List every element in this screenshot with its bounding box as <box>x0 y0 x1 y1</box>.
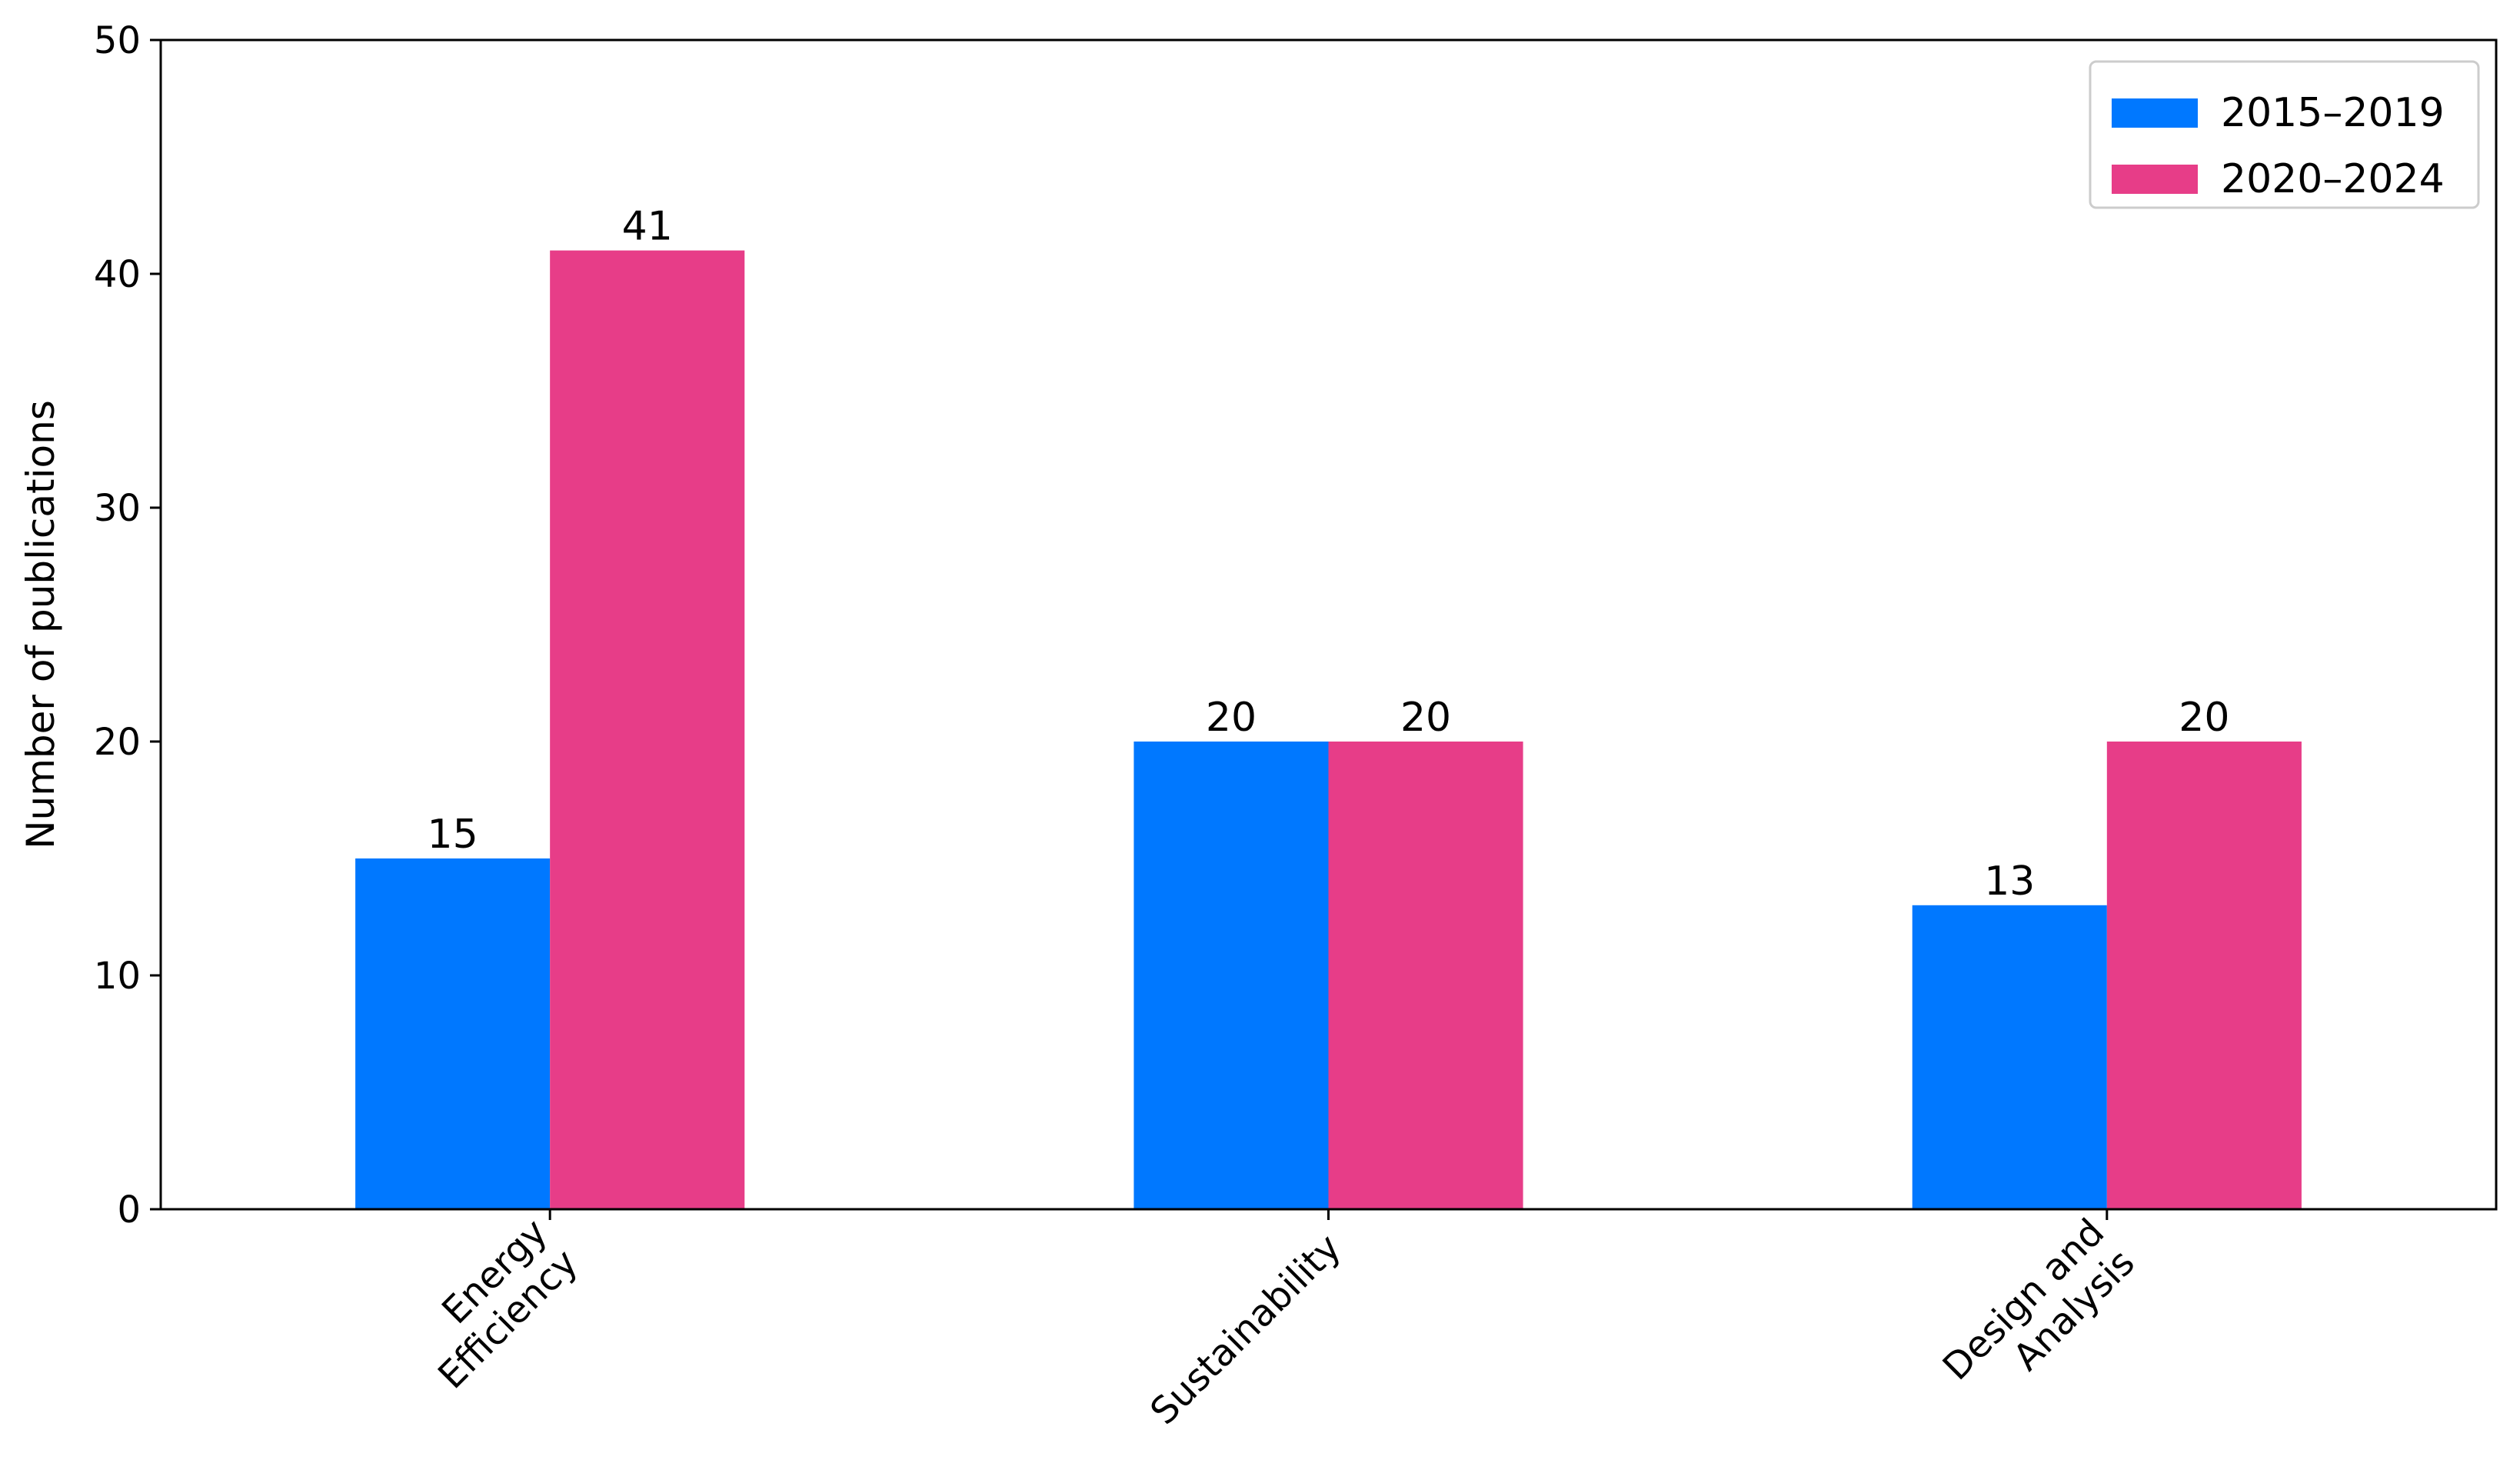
y-tick-label-4: 40 <box>94 253 141 296</box>
y-tick-label-5: 50 <box>94 19 141 62</box>
legend-swatch-0 <box>2112 98 2198 128</box>
y-tick-label-3: 30 <box>94 487 141 530</box>
value-labels-layer: 15 20 13 41 20 20 <box>428 204 2230 905</box>
legend-swatch-1 <box>2112 165 2198 194</box>
bar-s1-c1 <box>1328 742 1523 1209</box>
bar-s0-c0 <box>355 858 551 1209</box>
value-label-s1-c1: 20 <box>1400 695 1451 741</box>
bars-layer <box>355 250 2302 1210</box>
bar-s0-c2 <box>1912 905 2107 1209</box>
legend: 2015–2019 2020–2024 <box>2089 60 2480 209</box>
bar-s1-c2 <box>2106 742 2302 1209</box>
y-tick-label-0: 0 <box>117 1188 141 1232</box>
y-tick-label-2: 20 <box>94 721 141 764</box>
y-axis-label: Number of publications <box>18 400 63 849</box>
bar-s0-c1 <box>1134 742 1329 1209</box>
legend-label-0: 2015–2019 <box>2221 90 2445 136</box>
value-label-s0-c2: 13 <box>1984 858 2035 905</box>
bar-s1-c0 <box>550 250 745 1210</box>
legend-label-1: 2020–2024 <box>2221 156 2445 202</box>
value-label-s1-c2: 20 <box>2179 695 2229 741</box>
value-label-s0-c0: 15 <box>428 812 478 858</box>
value-label-s0-c1: 20 <box>1206 695 1257 741</box>
y-ticks-layer: 0 10 20 30 40 50 <box>94 19 161 1232</box>
y-tick-label-1: 10 <box>94 955 141 998</box>
value-label-s1-c0: 41 <box>622 204 673 250</box>
